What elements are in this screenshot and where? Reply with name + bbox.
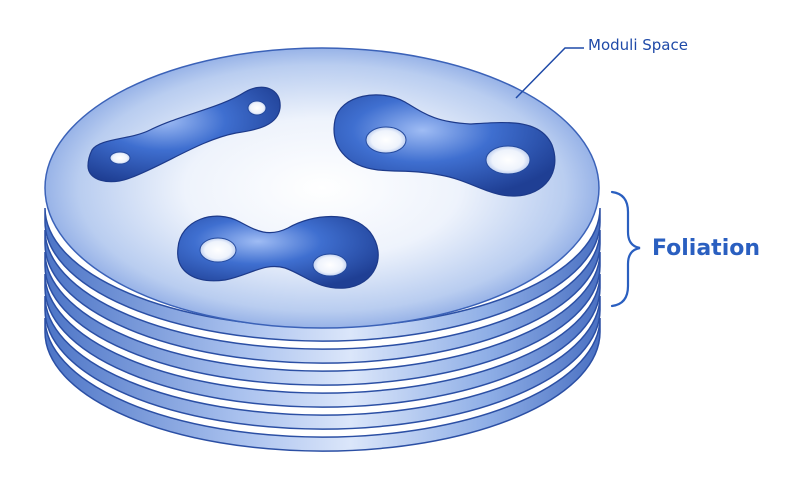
moduli-space-leader-line xyxy=(515,47,584,99)
layer-2 xyxy=(44,229,601,364)
foliation-label: Foliation xyxy=(652,236,761,261)
genus-2-surface-thin xyxy=(87,86,281,183)
foliation-layers xyxy=(44,207,601,452)
layer-5 xyxy=(44,295,601,430)
layer-3 xyxy=(44,251,601,386)
layer-4 xyxy=(44,273,601,408)
layer-1 xyxy=(44,207,601,342)
genus-2-surface-dumbbell xyxy=(333,94,556,197)
moduli-space-label: Moduli Space xyxy=(588,36,688,54)
layer-6 xyxy=(44,317,601,452)
genus-2-surface-lower xyxy=(177,215,379,289)
foliation-brace xyxy=(610,190,641,308)
